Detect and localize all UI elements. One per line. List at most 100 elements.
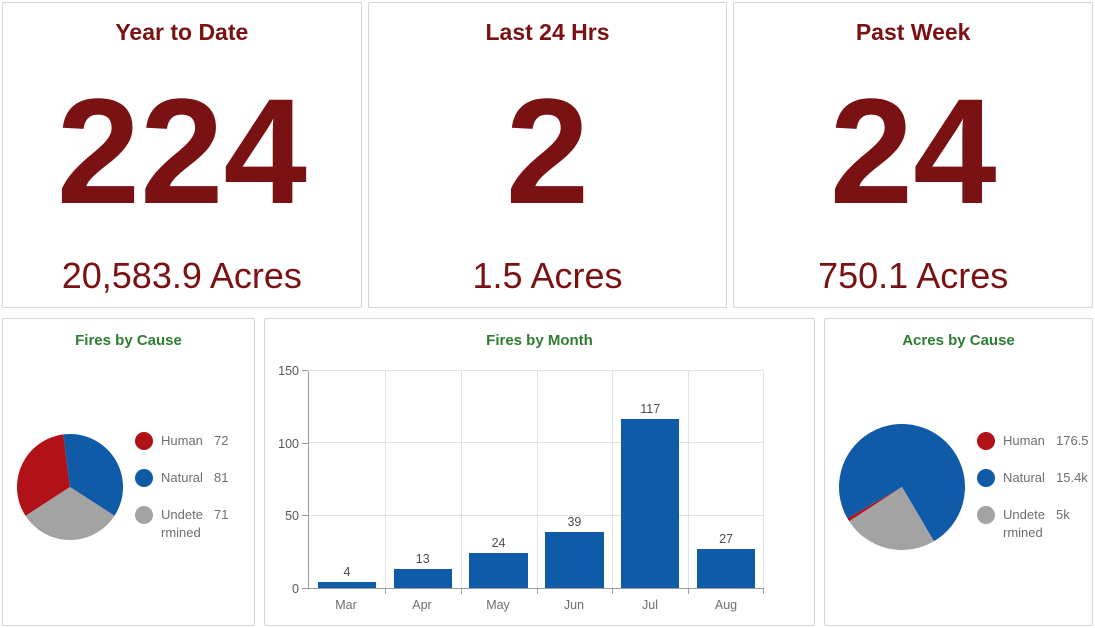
x-axis-label-may: May (486, 598, 510, 612)
pie-slice-natural[interactable] (63, 434, 123, 516)
v-gridline (460, 371, 462, 588)
legend-item-natural[interactable]: Natural 15.4k (977, 469, 1089, 488)
bar-value-label: 39 (567, 514, 582, 529)
pie-svg (839, 424, 965, 550)
bar-column-may: 24 (461, 371, 537, 588)
bar-jul[interactable] (621, 418, 680, 588)
x-axis-tick (763, 589, 764, 594)
legend-swatch-natural-icon (135, 469, 153, 488)
pie-slice-human[interactable] (17, 434, 70, 516)
legend-label: Undetermined (1003, 507, 1045, 540)
bar-column-apr: 13 (385, 371, 461, 588)
stat-count: 2 (505, 66, 590, 235)
stat-card-past-week: Past Week 24 750.1 Acres (733, 2, 1093, 308)
legend-swatch-natural-icon (977, 469, 995, 488)
legend-value: 176.5 (1056, 433, 1089, 449)
legend-swatch-human-icon (135, 432, 153, 451)
bar-column-jun: 39 (536, 371, 612, 588)
v-gridline (763, 371, 764, 588)
y-axis-tick (302, 515, 308, 517)
x-axis-label-jul: Jul (642, 598, 658, 612)
y-axis-tick (302, 442, 308, 444)
x-axis-label-mar: Mar (335, 598, 357, 612)
bar-column-aug: 27 (688, 371, 764, 588)
bar-aug[interactable] (696, 548, 756, 588)
stat-count: 24 (829, 66, 997, 235)
bar-may[interactable] (469, 553, 528, 588)
bar-chart-fires-by-month: 0 50 100 150 4 13 24 39 117 27 Mar Apr May Jun Jul Aug (275, 364, 764, 612)
stats-row: Year to Date 224 20,583.9 Acres Last 24 … (2, 2, 1093, 308)
charts-row: Fires by Cause Human 72 Natural 81 Undetermi… (2, 318, 1093, 626)
chart-title: Acres by Cause (902, 332, 1015, 349)
v-gridline (612, 371, 614, 588)
bar-jun[interactable] (545, 531, 604, 588)
chart-legend: Human 176.5 Natural 15.4k Undetermined 5k (977, 432, 1089, 541)
x-axis-tick (688, 589, 690, 594)
stat-title: Year to Date (115, 19, 249, 45)
y-axis-label: 100 (278, 436, 299, 451)
bar-value-label: 24 (491, 536, 506, 551)
chart-title: Fires by Cause (75, 332, 182, 349)
legend-item-undetermined[interactable]: Undetermined 71 (135, 506, 228, 541)
pie-slice-human[interactable] (847, 487, 902, 522)
bar-mar[interactable] (317, 582, 377, 588)
bar-column-jul: 117 (612, 371, 688, 588)
pie-slice-natural[interactable] (839, 424, 965, 542)
legend-value: 5k (1056, 507, 1070, 523)
legend-swatch-undetermined-icon (135, 506, 153, 525)
stat-card-last-24-hrs: Last 24 Hrs 2 1.5 Acres (367, 2, 728, 308)
pie-chart-acres-by-cause: Human 176.5 Natural 15.4k Undetermined 5k (825, 349, 1092, 625)
x-axis-label-jun: Jun (563, 598, 585, 612)
plot-column: 4 13 24 39 117 27 Mar Apr May Jun Jul Aug (308, 370, 764, 612)
legend-label: Human (161, 433, 203, 449)
chart-title: Fires by Month (486, 332, 593, 349)
legend-item-undetermined[interactable]: Undetermined 5k (977, 506, 1089, 541)
x-axis-label-aug: Aug (714, 598, 738, 612)
bar-column-mar: 4 (309, 371, 385, 588)
legend-value: 72 (214, 433, 229, 449)
y-axis-label: 50 (285, 509, 299, 524)
v-gridline (688, 371, 690, 588)
x-axis-label-apr: Apr (412, 598, 432, 612)
y-axis: 0 50 100 150 (275, 364, 308, 596)
legend-label: Undetermined (161, 507, 203, 540)
bar-value-label: 117 (640, 401, 661, 416)
stat-title: Past Week (855, 19, 971, 45)
pie-slice-undetermined[interactable] (25, 487, 115, 540)
legend-label: Human (1003, 433, 1045, 449)
stat-acres: 1.5 Acres (472, 255, 623, 296)
bar-value-label: 27 (719, 531, 733, 546)
h-gridline (309, 370, 764, 371)
stat-card-year-to-date: Year to Date 224 20,583.9 Acres (2, 2, 362, 308)
y-axis-label: 0 (292, 582, 299, 596)
x-axis-tick (536, 589, 538, 594)
legend-value: 71 (214, 507, 229, 523)
legend-item-human[interactable]: Human 72 (135, 432, 229, 451)
legend-item-natural[interactable]: Natural 81 (135, 469, 229, 488)
chart-legend: Human 72 Natural 81 Undetermined 71 (135, 432, 228, 541)
bar-apr[interactable] (393, 569, 452, 588)
legend-swatch-undetermined-icon (977, 506, 995, 525)
legend-item-human[interactable]: Human 176.5 (977, 432, 1089, 451)
v-gridline (384, 371, 386, 588)
chart-card-fires-by-month: Fires by Month 0 50 100 150 4 13 24 39 117 27 Mar A… (264, 318, 815, 626)
x-axis-tick (612, 589, 614, 594)
bar-value-label: 13 (415, 552, 430, 567)
y-axis-tick (302, 588, 308, 589)
stat-count: 224 (56, 66, 307, 235)
legend-label: Natural (1003, 470, 1045, 486)
pie-slice-undetermined[interactable] (849, 487, 934, 550)
x-axis-tick (384, 589, 386, 594)
pie-svg (17, 434, 123, 540)
x-axis-tick (460, 589, 462, 594)
chart-card-fires-by-cause: Fires by Cause Human 72 Natural 81 Undetermi… (2, 318, 255, 626)
x-axis-labels: Mar Apr May Jun Jul Aug (308, 598, 764, 612)
legend-value: 15.4k (1056, 470, 1088, 486)
stat-title: Last 24 Hrs (485, 19, 610, 45)
v-gridline (536, 371, 538, 588)
legend-label: Natural (161, 470, 203, 486)
legend-value: 81 (214, 470, 229, 486)
stat-acres: 20,583.9 Acres (61, 255, 302, 296)
stat-acres: 750.1 Acres (818, 255, 1009, 296)
